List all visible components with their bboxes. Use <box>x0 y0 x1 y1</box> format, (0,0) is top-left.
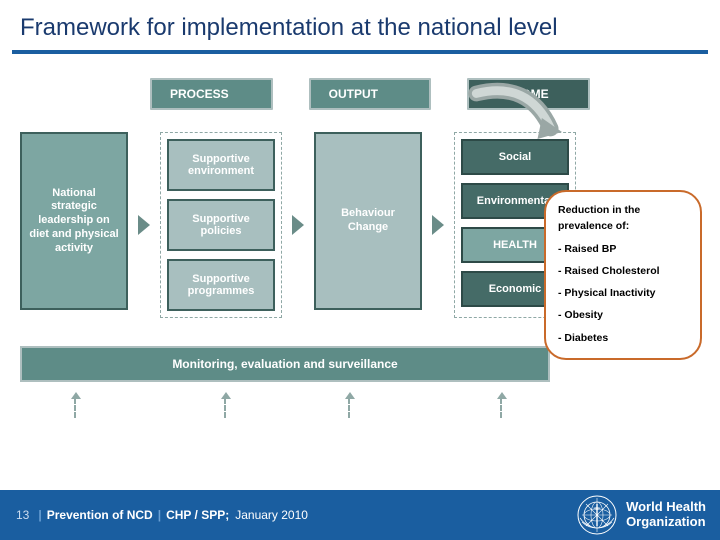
callout-item: - Raised BP <box>558 241 688 257</box>
curved-arrow-icon <box>460 76 580 146</box>
box-behaviour-change: Behaviour Change <box>314 132 422 310</box>
col-supportive: Supportive environment Supportive polici… <box>160 132 282 318</box>
who-logo: World Health Organization <box>576 494 706 536</box>
callout-item: - Obesity <box>558 307 688 323</box>
monitoring-bar: Monitoring, evaluation and surveillance <box>20 346 550 382</box>
box-supportive-policies: Supportive policies <box>167 199 275 251</box>
dashed-arrow-up-icon <box>500 398 502 418</box>
box-supportive-environment: Supportive environment <box>167 139 275 191</box>
who-line1: World Health <box>626 500 706 515</box>
columns: National strategic leadership on diet an… <box>20 132 590 318</box>
title-underline <box>12 50 708 54</box>
separator-icon: | <box>38 508 41 522</box>
slide-title: Framework for implementation at the nati… <box>0 0 720 50</box>
who-line2: Organization <box>626 515 706 530</box>
who-emblem-icon <box>576 494 618 536</box>
callout-item: - Diabetes <box>558 330 688 346</box>
arrow-right-icon <box>138 215 150 235</box>
callout-item: - Physical Inactivity <box>558 285 688 301</box>
dashed-arrow-up-icon <box>224 398 226 418</box>
box-supportive-programmes: Supportive programmes <box>167 259 275 311</box>
callout-heading: Reduction in the prevalence of: <box>558 202 688 235</box>
slide-footer: 13 | Prevention of NCD | CHP / SPP; Janu… <box>0 490 720 540</box>
dashed-arrow-up-icon <box>74 398 76 418</box>
header-output: OUTPUT <box>309 78 432 110</box>
arrow-right-icon <box>292 215 304 235</box>
box-national-leadership: National strategic leadership on diet an… <box>20 132 128 310</box>
callout-item: - Raised Cholesterol <box>558 263 688 279</box>
dashed-arrow-up-icon <box>348 398 350 418</box>
separator-icon: | <box>158 508 161 522</box>
footer-text-c: January 2010 <box>235 508 308 522</box>
arrow-right-icon <box>432 215 444 235</box>
footer-text-b: CHP / SPP; <box>166 508 229 522</box>
header-process: PROCESS <box>150 78 273 110</box>
who-text: World Health Organization <box>626 500 706 530</box>
reduction-callout: Reduction in the prevalence of: - Raised… <box>544 190 702 360</box>
footer-text-a: Prevention of NCD <box>47 508 153 522</box>
page-number: 13 <box>16 508 29 522</box>
